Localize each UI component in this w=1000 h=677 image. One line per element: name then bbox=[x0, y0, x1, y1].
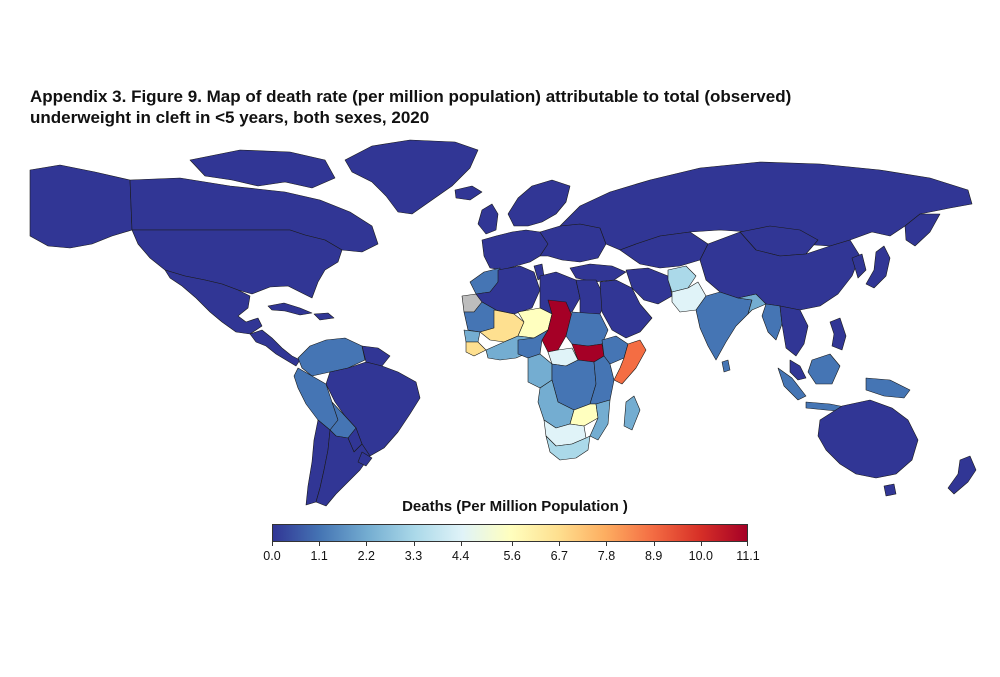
region-madagascar bbox=[623, 395, 641, 431]
region-malaysia bbox=[789, 359, 807, 381]
region-sri-lanka bbox=[721, 359, 731, 373]
region-japan bbox=[865, 245, 891, 289]
region-eastern-europe bbox=[539, 223, 607, 263]
region-hispaniola bbox=[313, 312, 335, 321]
region-iceland bbox=[454, 185, 483, 201]
region-russia-far-east bbox=[904, 213, 941, 247]
region-sudan bbox=[565, 311, 609, 347]
region-korea bbox=[851, 253, 867, 279]
figure-title-line-1: Appendix 3. Figure 9. Map of death rate … bbox=[30, 87, 792, 106]
region-papua-new-guinea bbox=[865, 377, 911, 399]
region-central-america bbox=[249, 329, 301, 367]
region-argentina bbox=[315, 429, 371, 507]
region-mexico bbox=[164, 269, 263, 335]
region-senegal bbox=[463, 329, 481, 343]
region-colombia-venezuela bbox=[297, 337, 366, 377]
figure-title-line-2: underweight in cleft in <5 years, both s… bbox=[30, 108, 430, 127]
region-nigeria bbox=[517, 329, 549, 359]
region-middle-east bbox=[599, 279, 653, 339]
region-united-states bbox=[131, 229, 343, 299]
region-somalia bbox=[613, 339, 647, 385]
region-guinea bbox=[465, 341, 487, 357]
region-brazil bbox=[325, 361, 421, 457]
region-uk-ireland bbox=[477, 203, 499, 235]
region-new-zealand bbox=[947, 455, 977, 495]
region-south-africa bbox=[545, 435, 591, 461]
region-canada-arctic-islands bbox=[189, 149, 336, 189]
region-southeast-asia bbox=[779, 305, 809, 357]
region-india bbox=[695, 291, 753, 361]
region-philippines bbox=[829, 317, 847, 351]
figure-title: Appendix 3. Figure 9. Map of death rate … bbox=[30, 86, 970, 128]
region-indonesia-borneo bbox=[807, 353, 841, 385]
region-greenland bbox=[344, 139, 479, 215]
region-tasmania bbox=[883, 483, 897, 497]
region-cuba bbox=[267, 302, 313, 316]
region-myanmar bbox=[761, 303, 783, 341]
region-guianas bbox=[361, 345, 391, 367]
region-turkey bbox=[569, 263, 627, 283]
region-western-europe bbox=[481, 229, 549, 271]
region-uruguay bbox=[357, 451, 373, 467]
region-iran bbox=[625, 267, 673, 305]
region-scandinavia bbox=[507, 179, 571, 227]
region-australia bbox=[817, 399, 919, 479]
region-alaska bbox=[29, 164, 133, 249]
region-indonesia-sumatra bbox=[777, 367, 807, 401]
region-china bbox=[699, 231, 861, 311]
region-mozambique bbox=[589, 399, 611, 441]
